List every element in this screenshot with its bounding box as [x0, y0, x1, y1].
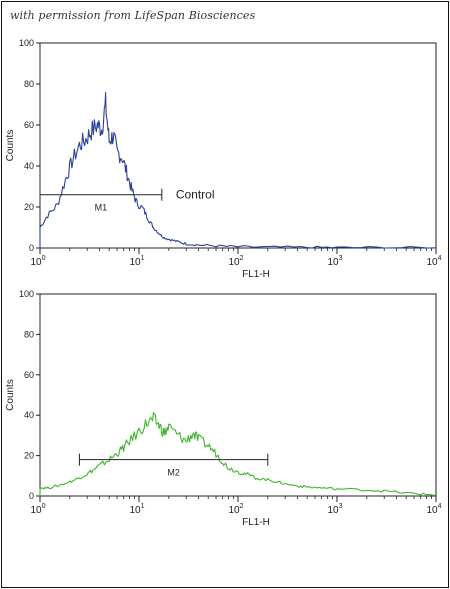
panel2-y-tick-label: 100 [19, 289, 34, 299]
panel2-x-tick-label: 100 [30, 503, 45, 516]
panel2-histogram-series-0 [39, 411, 437, 496]
panel1-x-tick-label: 103 [327, 255, 342, 268]
panel1-annotation-label: Control [176, 188, 215, 202]
panel2-y-tick-label: 0 [29, 491, 34, 501]
panel2-y-axis-label: Counts [5, 379, 16, 411]
panel2-gate-label: M2 [167, 468, 180, 478]
panel2-x-tick-label: 104 [426, 503, 441, 516]
panel1-histogram-series-0 [39, 92, 437, 249]
panel2-y-tick-label: 40 [24, 410, 34, 420]
panel2-x-axis-label: FL1-H [242, 517, 270, 528]
panel1-x-tick-label: 102 [228, 255, 243, 268]
panel2-plot-frame [39, 293, 437, 497]
panel1-y-tick-label: 60 [24, 120, 34, 130]
credit-text: with permission from LifeSpan Bioscience… [10, 9, 256, 22]
panel1-plot-frame [39, 42, 437, 249]
panel1-y-tick-label: 0 [29, 243, 34, 253]
panel1-x-tick-label: 104 [426, 255, 441, 268]
panel1-x-tick-label: 100 [30, 255, 45, 268]
panel1-y-tick-label: 100 [19, 38, 34, 48]
panel2-x-tick-label: 102 [228, 503, 243, 516]
panel1-gate-label: M1 [95, 203, 108, 213]
panel1-y-tick-label: 80 [24, 79, 34, 89]
panel1-y-tick-label: 40 [24, 161, 34, 171]
panel2-x-tick-label: 103 [327, 503, 342, 516]
panel2-y-tick-label: 60 [24, 370, 34, 380]
panel2-y-tick-label: 80 [24, 329, 34, 339]
panel1-y-tick-label: 20 [24, 202, 34, 212]
panel1-x-axis-label: FL1-H [242, 269, 270, 280]
panel1-x-tick-label: 101 [129, 255, 144, 268]
panel2-y-tick-label: 20 [24, 451, 34, 461]
panel2-x-tick-label: 101 [129, 503, 144, 516]
panel1-y-axis-label: Counts [5, 130, 16, 162]
